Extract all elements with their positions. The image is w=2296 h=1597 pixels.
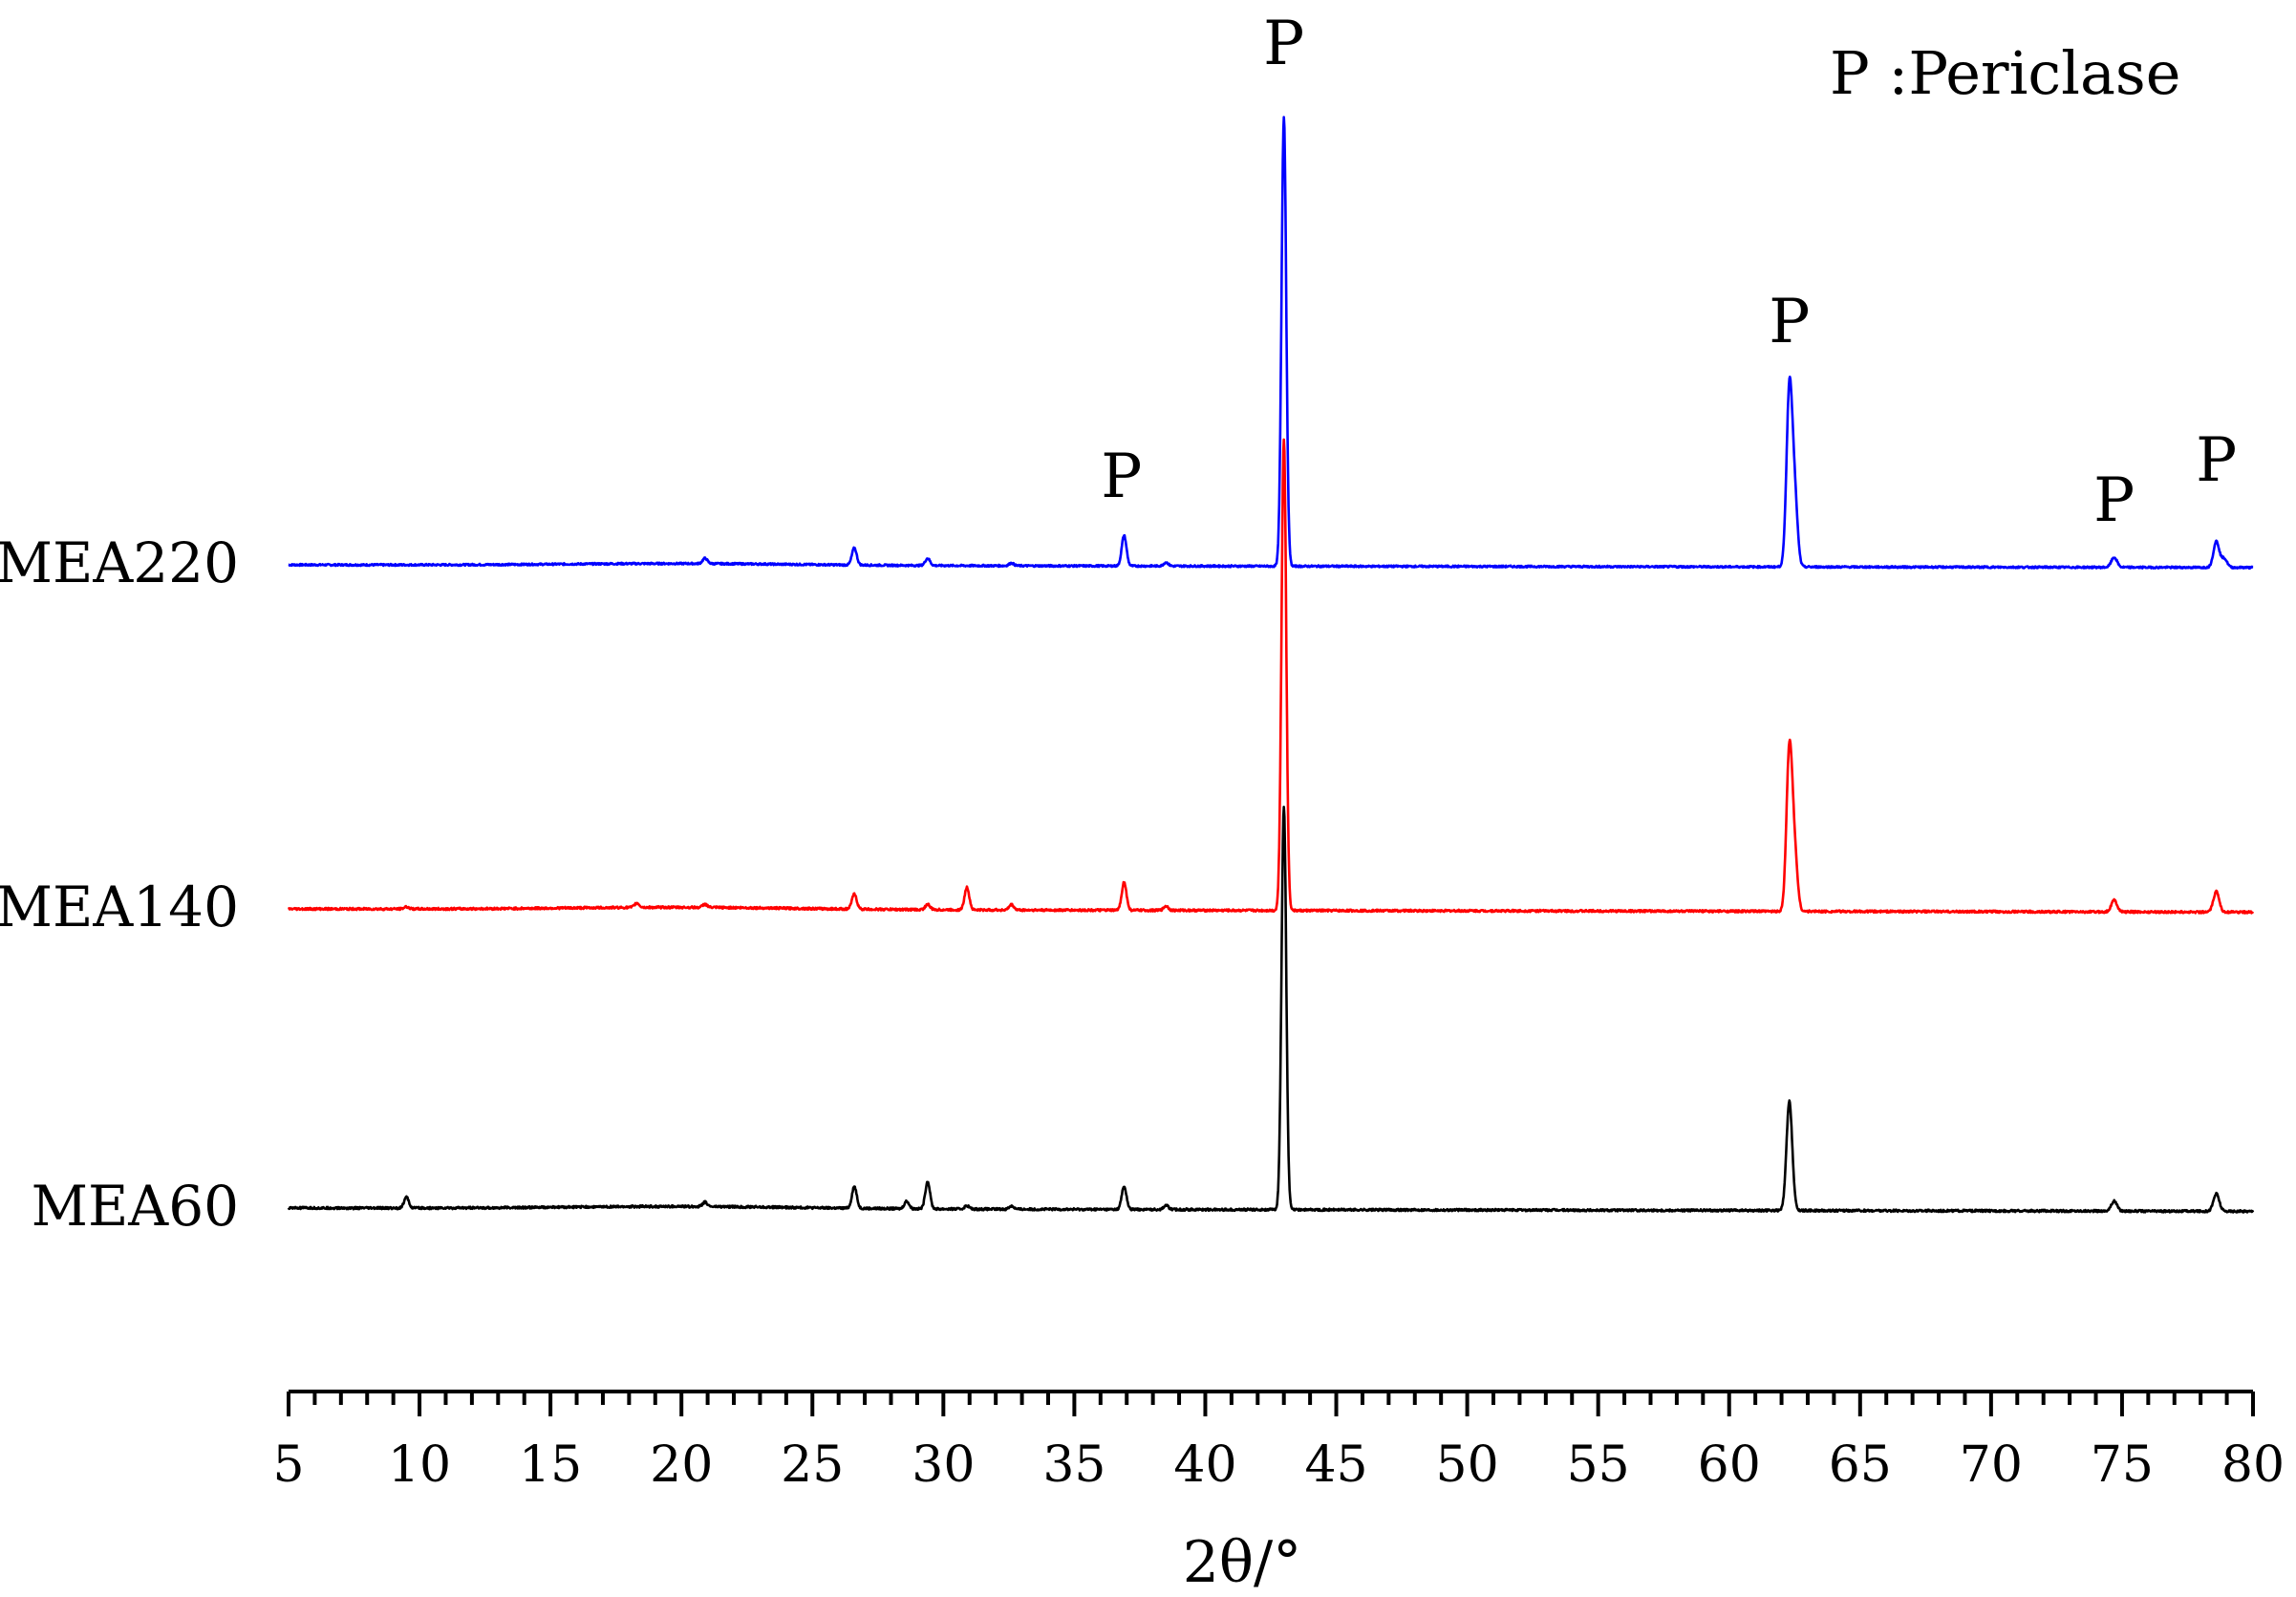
x-tick-label: 40 <box>1173 1436 1236 1494</box>
series-label-mea220: MEA220 <box>0 530 239 595</box>
series-line-mea140 <box>287 438 2255 915</box>
series-line-mea220 <box>288 116 2254 570</box>
x-axis-title: 2θ/° <box>1183 1529 1302 1596</box>
peak-label: P <box>1769 287 1810 357</box>
x-tick-label: 70 <box>1960 1436 2023 1494</box>
x-tick-label: 75 <box>2091 1436 2154 1494</box>
series-label-mea60: MEA60 <box>32 1174 239 1239</box>
x-tick-label: 20 <box>650 1436 713 1494</box>
x-tick-label: 65 <box>1829 1436 1892 1494</box>
series-line-mea60 <box>287 806 2255 1214</box>
x-tick-label: 60 <box>1698 1436 1761 1494</box>
x-axis: 5 10 15 20 25 30 35 40 45 50 55 60 65 70 75 80 <box>272 1390 2285 1494</box>
series-label-mea140: MEA140 <box>0 874 239 939</box>
series-labels: MEA220 MEA140 MEA60 <box>0 530 239 1239</box>
x-tick-label: 10 <box>388 1436 451 1494</box>
x-tick-label: 30 <box>912 1436 975 1494</box>
peak-label: P <box>1263 9 1304 79</box>
peak-label: P <box>2196 425 2237 496</box>
x-tick-label: 55 <box>1567 1436 1630 1494</box>
x-tick-label: 45 <box>1304 1436 1367 1494</box>
series-layer <box>287 116 2255 1214</box>
legend-text: P :Periclase <box>1830 38 2180 108</box>
x-tick-label: 5 <box>272 1436 304 1494</box>
x-tick-label: 15 <box>519 1436 582 1494</box>
x-tick-label: 35 <box>1042 1436 1105 1494</box>
peak-label: P <box>2093 465 2135 536</box>
x-tick-label: 50 <box>1436 1436 1499 1494</box>
x-tick-label: 25 <box>781 1436 844 1494</box>
x-tick-label: 80 <box>2221 1436 2285 1494</box>
peak-label: P <box>1101 442 1142 512</box>
